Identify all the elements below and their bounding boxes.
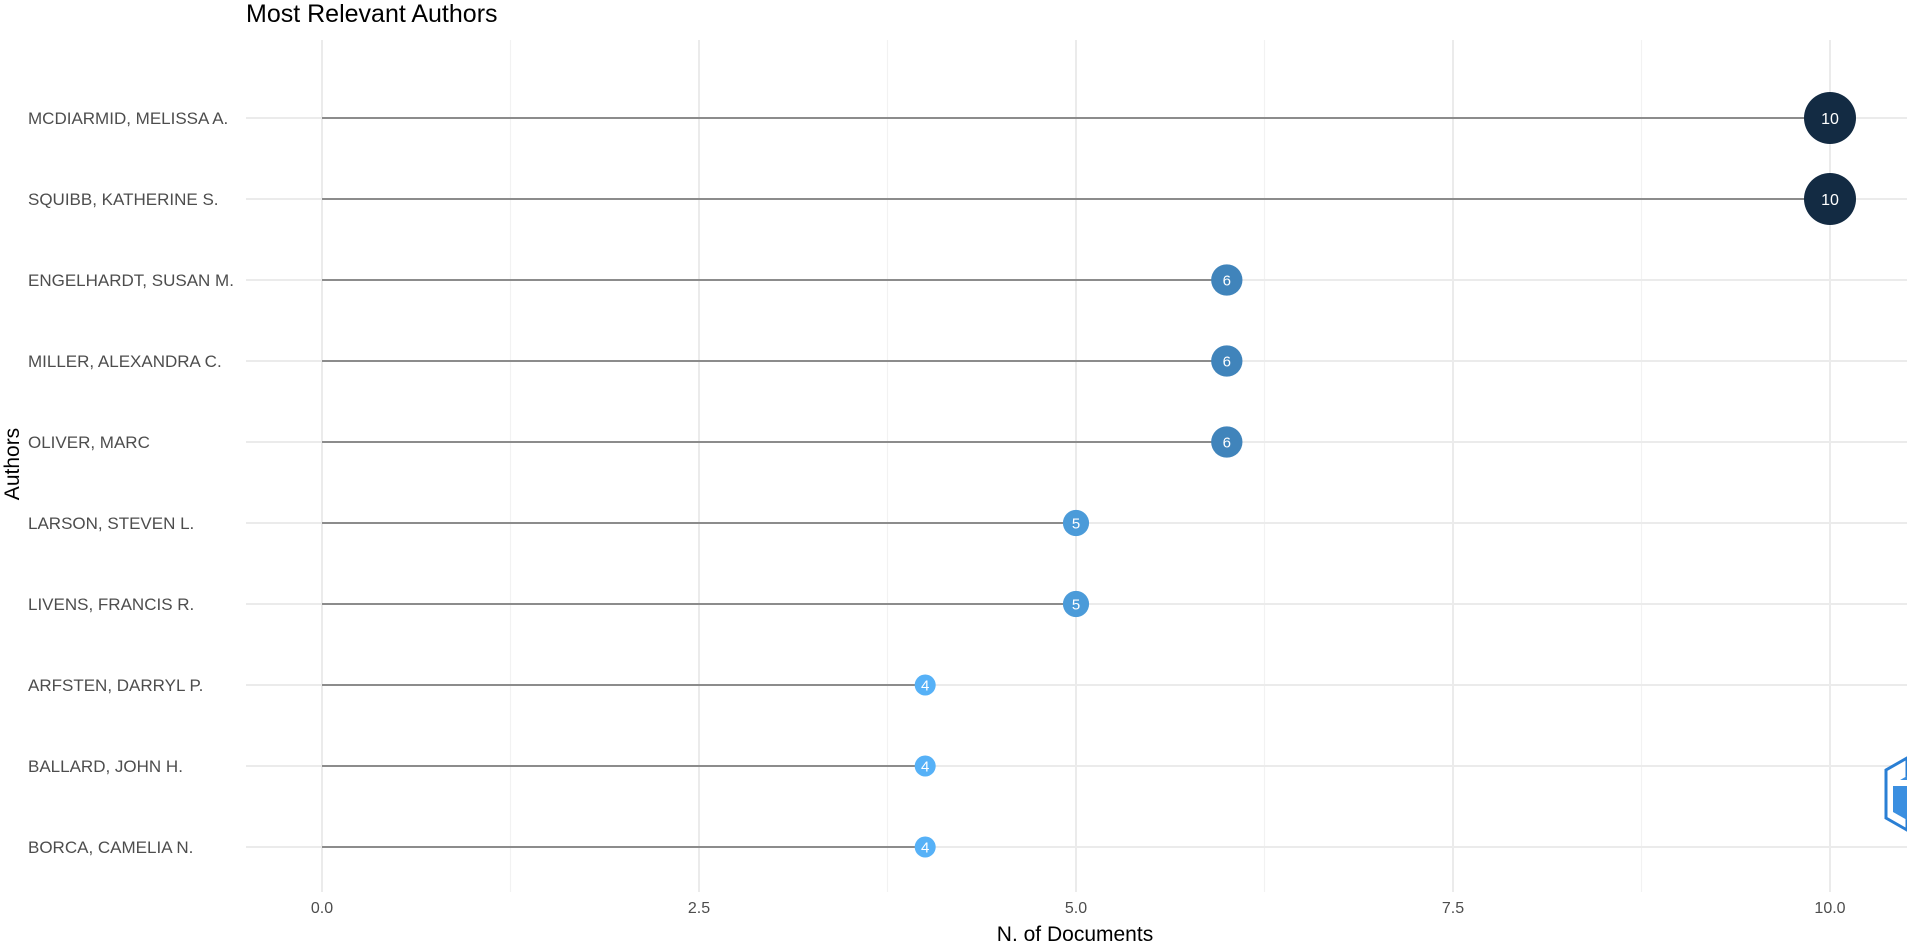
point-value-label: 5 xyxy=(1072,597,1080,614)
author-label: MILLER, ALEXANDRA C. xyxy=(28,352,222,371)
lollipop-stems xyxy=(322,117,1830,848)
author-labels: MCDIARMID, MELISSA A. SQUIBB, KATHERINE S… xyxy=(28,109,234,857)
minor-gridlines xyxy=(509,40,1643,892)
author-point xyxy=(1062,509,1090,537)
author-label: OLIVER, MARC xyxy=(28,433,150,452)
author-point xyxy=(1062,590,1090,618)
x-tick-labels: 0.0 2.5 5.0 7.5 10.0 xyxy=(311,900,1846,917)
x-tick-label: 0.0 xyxy=(311,900,333,917)
x-tick-label: 7.5 xyxy=(1442,900,1464,917)
x-tick-label: 2.5 xyxy=(688,900,710,917)
point-value-label: 6 xyxy=(1223,273,1231,290)
bibliometrix-logo-icon xyxy=(1884,756,1907,832)
author-label: LARSON, STEVEN L. xyxy=(28,514,194,533)
x-tick-label: 5.0 xyxy=(1065,900,1087,917)
point-value-label: 6 xyxy=(1223,435,1231,452)
point-value-label: 10 xyxy=(1821,192,1839,209)
author-point xyxy=(1804,92,1856,144)
x-tick-label: 10.0 xyxy=(1814,900,1845,917)
author-label: BALLARD, JOHN H. xyxy=(28,757,183,776)
author-point xyxy=(1211,264,1243,296)
point-value-label: 4 xyxy=(921,678,929,695)
author-point xyxy=(914,755,936,777)
author-label: ARFSTEN, DARRYL P. xyxy=(28,676,203,695)
author-label: BORCA, CAMELIA N. xyxy=(28,838,193,857)
author-label: SQUIBB, KATHERINE S. xyxy=(28,190,219,209)
author-point xyxy=(914,674,936,696)
point-value-label: 10 xyxy=(1821,111,1839,128)
author-point xyxy=(1211,345,1243,377)
major-gridlines xyxy=(246,40,1907,892)
point-value-label: 6 xyxy=(1223,354,1231,371)
point-value-label: 5 xyxy=(1072,516,1080,533)
lollipop-points: 10 10 6 6 6 5 5 4 4 4 xyxy=(914,92,1856,858)
y-axis-title: Authors xyxy=(1,428,24,500)
author-point xyxy=(914,836,936,858)
point-value-label: 4 xyxy=(921,759,929,776)
author-point xyxy=(1211,426,1243,458)
author-label: ENGELHARDT, SUSAN M. xyxy=(28,271,234,290)
point-value-label: 4 xyxy=(921,840,929,857)
x-axis-title: N. of Documents xyxy=(997,923,1153,943)
author-point xyxy=(1804,173,1856,225)
chart-title: Most Relevant Authors xyxy=(246,0,498,28)
author-label: MCDIARMID, MELISSA A. xyxy=(28,109,228,128)
author-label: LIVENS, FRANCIS R. xyxy=(28,595,194,614)
